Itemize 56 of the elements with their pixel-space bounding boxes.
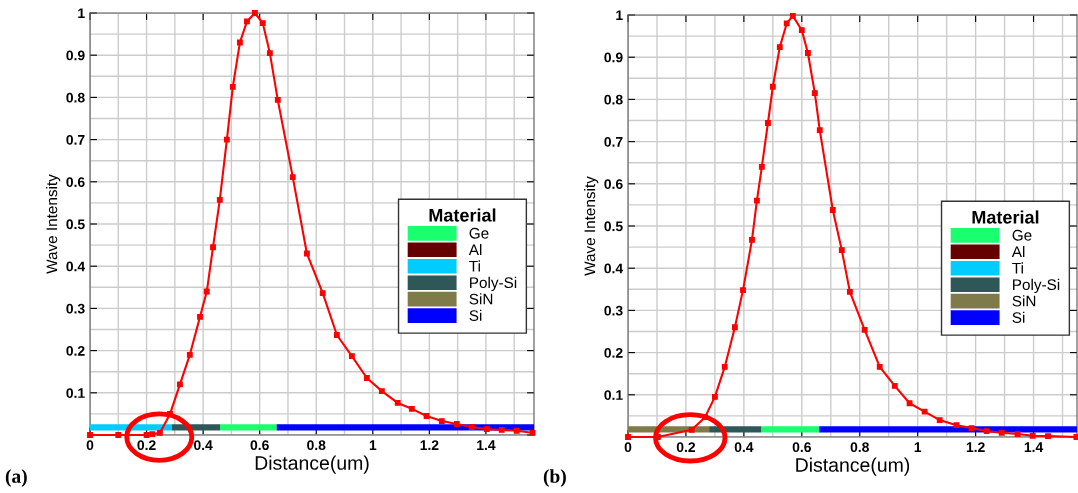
x-tick-label: 0.8 — [307, 440, 326, 451]
y-tick-label: 0.9 — [604, 52, 623, 63]
y-tick-label: 0.6 — [604, 179, 623, 189]
y-tick-label: 0.2 — [66, 345, 85, 356]
y-tick-label: 0.4 — [66, 261, 86, 272]
x-tick-label: 1.2 — [966, 442, 985, 452]
legend-label: Poly-Si — [470, 276, 517, 292]
legend-label: Poly-Si — [1013, 278, 1060, 294]
x-tick-label: 0.2 — [676, 442, 696, 453]
legend-label: Si — [1012, 311, 1025, 323]
x-tick-label: 0.6 — [250, 440, 269, 451]
legend-label: SiN — [1012, 295, 1036, 307]
legend-label: Ti — [469, 260, 480, 272]
y-tick-label: 0.4 — [604, 263, 624, 274]
y-tick-label: 0.2 — [604, 347, 623, 358]
x-axis-title: Distance(um) — [255, 455, 369, 474]
legend-label: Al — [468, 243, 482, 255]
y-tick-label: 0.7 — [66, 134, 85, 145]
legend-title: Material — [429, 208, 496, 222]
x-tick-label: 0.4 — [734, 442, 754, 453]
x-tick-label: 0 — [86, 440, 94, 451]
y-tick-label: 0.3 — [604, 305, 623, 316]
y-tick-label: 0.5 — [66, 219, 85, 230]
y-tick-label: 0.7 — [604, 136, 623, 147]
text: (a) — [5, 469, 27, 487]
y-tick-label: 0.8 — [604, 94, 623, 105]
x-tick-label: 1 — [369, 440, 377, 450]
x-tick-label: 0.8 — [850, 442, 869, 453]
x-tick-label: 1 — [914, 442, 922, 452]
legend-label: Ti — [1012, 262, 1023, 274]
y-tick-label: 1 — [616, 10, 623, 21]
x-tick-label: 1.4 — [477, 440, 496, 450]
legend-label: Si — [469, 309, 482, 321]
y-tick-label: 0.5 — [604, 221, 623, 232]
x-tick-label: 0.2 — [137, 440, 156, 451]
y-tick-label: 0.8 — [66, 92, 85, 103]
y-tick-label: 0.1 — [604, 390, 623, 400]
y-tick-label: 0.9 — [66, 50, 85, 61]
legend-label: Al — [1011, 245, 1025, 257]
legend-label: SiN — [469, 293, 493, 305]
x-tick-label: 0.6 — [792, 442, 811, 453]
y-tick-label: 0.1 — [66, 388, 85, 398]
legend-label: Ge — [1012, 229, 1032, 241]
x-tick-label: 1.2 — [420, 440, 439, 450]
x-tick-label: 0.4 — [194, 440, 213, 451]
x-tick-label: 1.4 — [1024, 442, 1044, 452]
x-tick-label: 0 — [624, 442, 632, 453]
y-tick-label: 1 — [78, 8, 85, 19]
text: (b) — [543, 469, 566, 487]
legend-title: Material — [972, 210, 1039, 224]
y-tick-label: 0.3 — [66, 303, 85, 314]
x-axis-title: Distance(um) — [796, 457, 910, 476]
y-axis-title: Wave Intensity — [584, 176, 599, 276]
y-axis-title: Wave Intensity — [46, 174, 61, 274]
legend-label: Ge — [469, 227, 489, 239]
y-tick-label: 0.6 — [66, 177, 85, 187]
